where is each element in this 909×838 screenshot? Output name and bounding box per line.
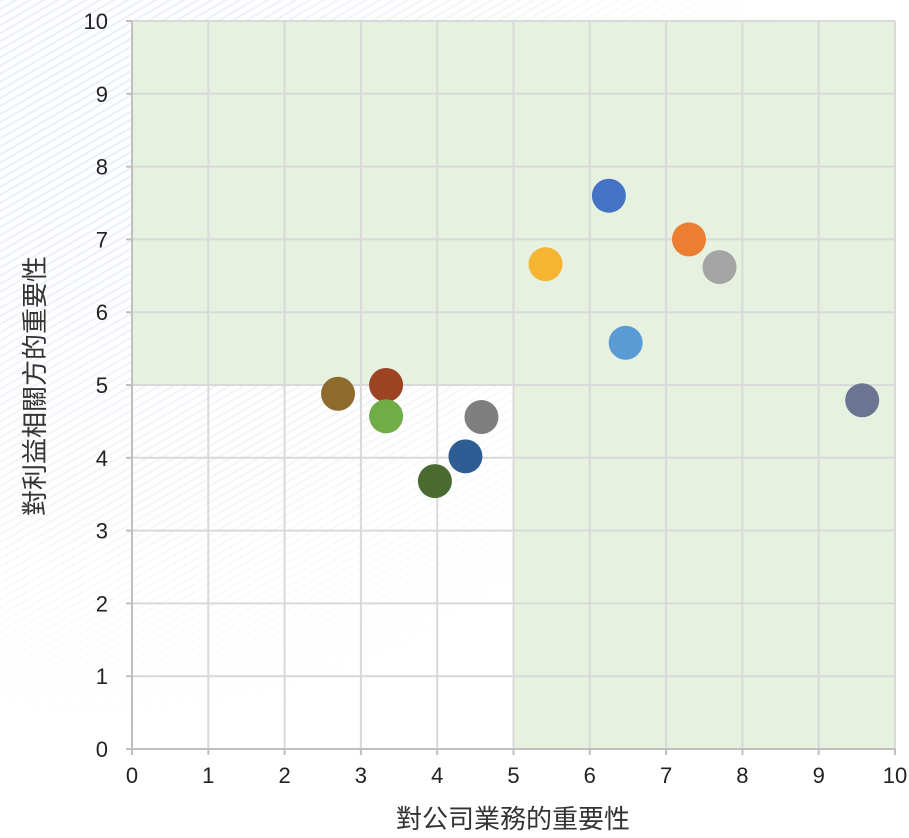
- x-tick-label: 4: [431, 763, 443, 788]
- grid: [132, 20, 896, 749]
- data-point: [417, 464, 452, 499]
- y-axis-ticks: 0 1 2 3 4 5 6 7 8 9 10: [84, 9, 108, 762]
- axes: [126, 20, 896, 755]
- x-tick-label: 0: [126, 763, 138, 788]
- data-point: [702, 250, 737, 285]
- y-tick-label: 6: [96, 300, 108, 325]
- y-tick-label: 5: [96, 373, 108, 398]
- y-tick-label: 4: [96, 446, 108, 471]
- x-tick-label: 2: [278, 763, 290, 788]
- x-tick-label: 9: [813, 763, 825, 788]
- x-tick-label: 1: [202, 763, 214, 788]
- data-point: [321, 376, 356, 411]
- x-tick-label: 3: [355, 763, 367, 788]
- x-tick-label: 7: [660, 763, 672, 788]
- data-point: [448, 439, 483, 474]
- y-tick-label: 2: [96, 591, 108, 616]
- data-point: [608, 325, 643, 360]
- x-tick-label: 5: [507, 763, 519, 788]
- y-tick-label: 10: [84, 9, 108, 34]
- x-axis-title: 對公司業務的重要性: [396, 805, 630, 835]
- y-axis-title: 對利益相關方的重要性: [21, 256, 51, 516]
- y-tick-label: 8: [96, 155, 108, 180]
- y-tick-label: 7: [96, 227, 108, 252]
- data-point: [591, 178, 626, 213]
- data-point: [671, 222, 706, 257]
- y-tick-label: 3: [96, 519, 108, 544]
- y-tick-label: 0: [96, 737, 108, 762]
- data-point: [369, 368, 404, 402]
- data-point: [528, 247, 563, 282]
- data-point: [464, 400, 499, 435]
- highlight-region: [513, 385, 895, 749]
- data-points: [321, 178, 880, 499]
- x-tick-label: 6: [584, 763, 596, 788]
- x-axis-ticks: 0 1 2 3 4 5 6 7 8 9 10: [126, 763, 907, 788]
- x-tick-label: 8: [736, 763, 748, 788]
- data-point: [845, 383, 880, 418]
- y-tick-label: 1: [96, 664, 108, 689]
- x-tick-label: 10: [883, 763, 907, 788]
- data-point: [369, 399, 404, 434]
- y-tick-label: 9: [96, 82, 108, 107]
